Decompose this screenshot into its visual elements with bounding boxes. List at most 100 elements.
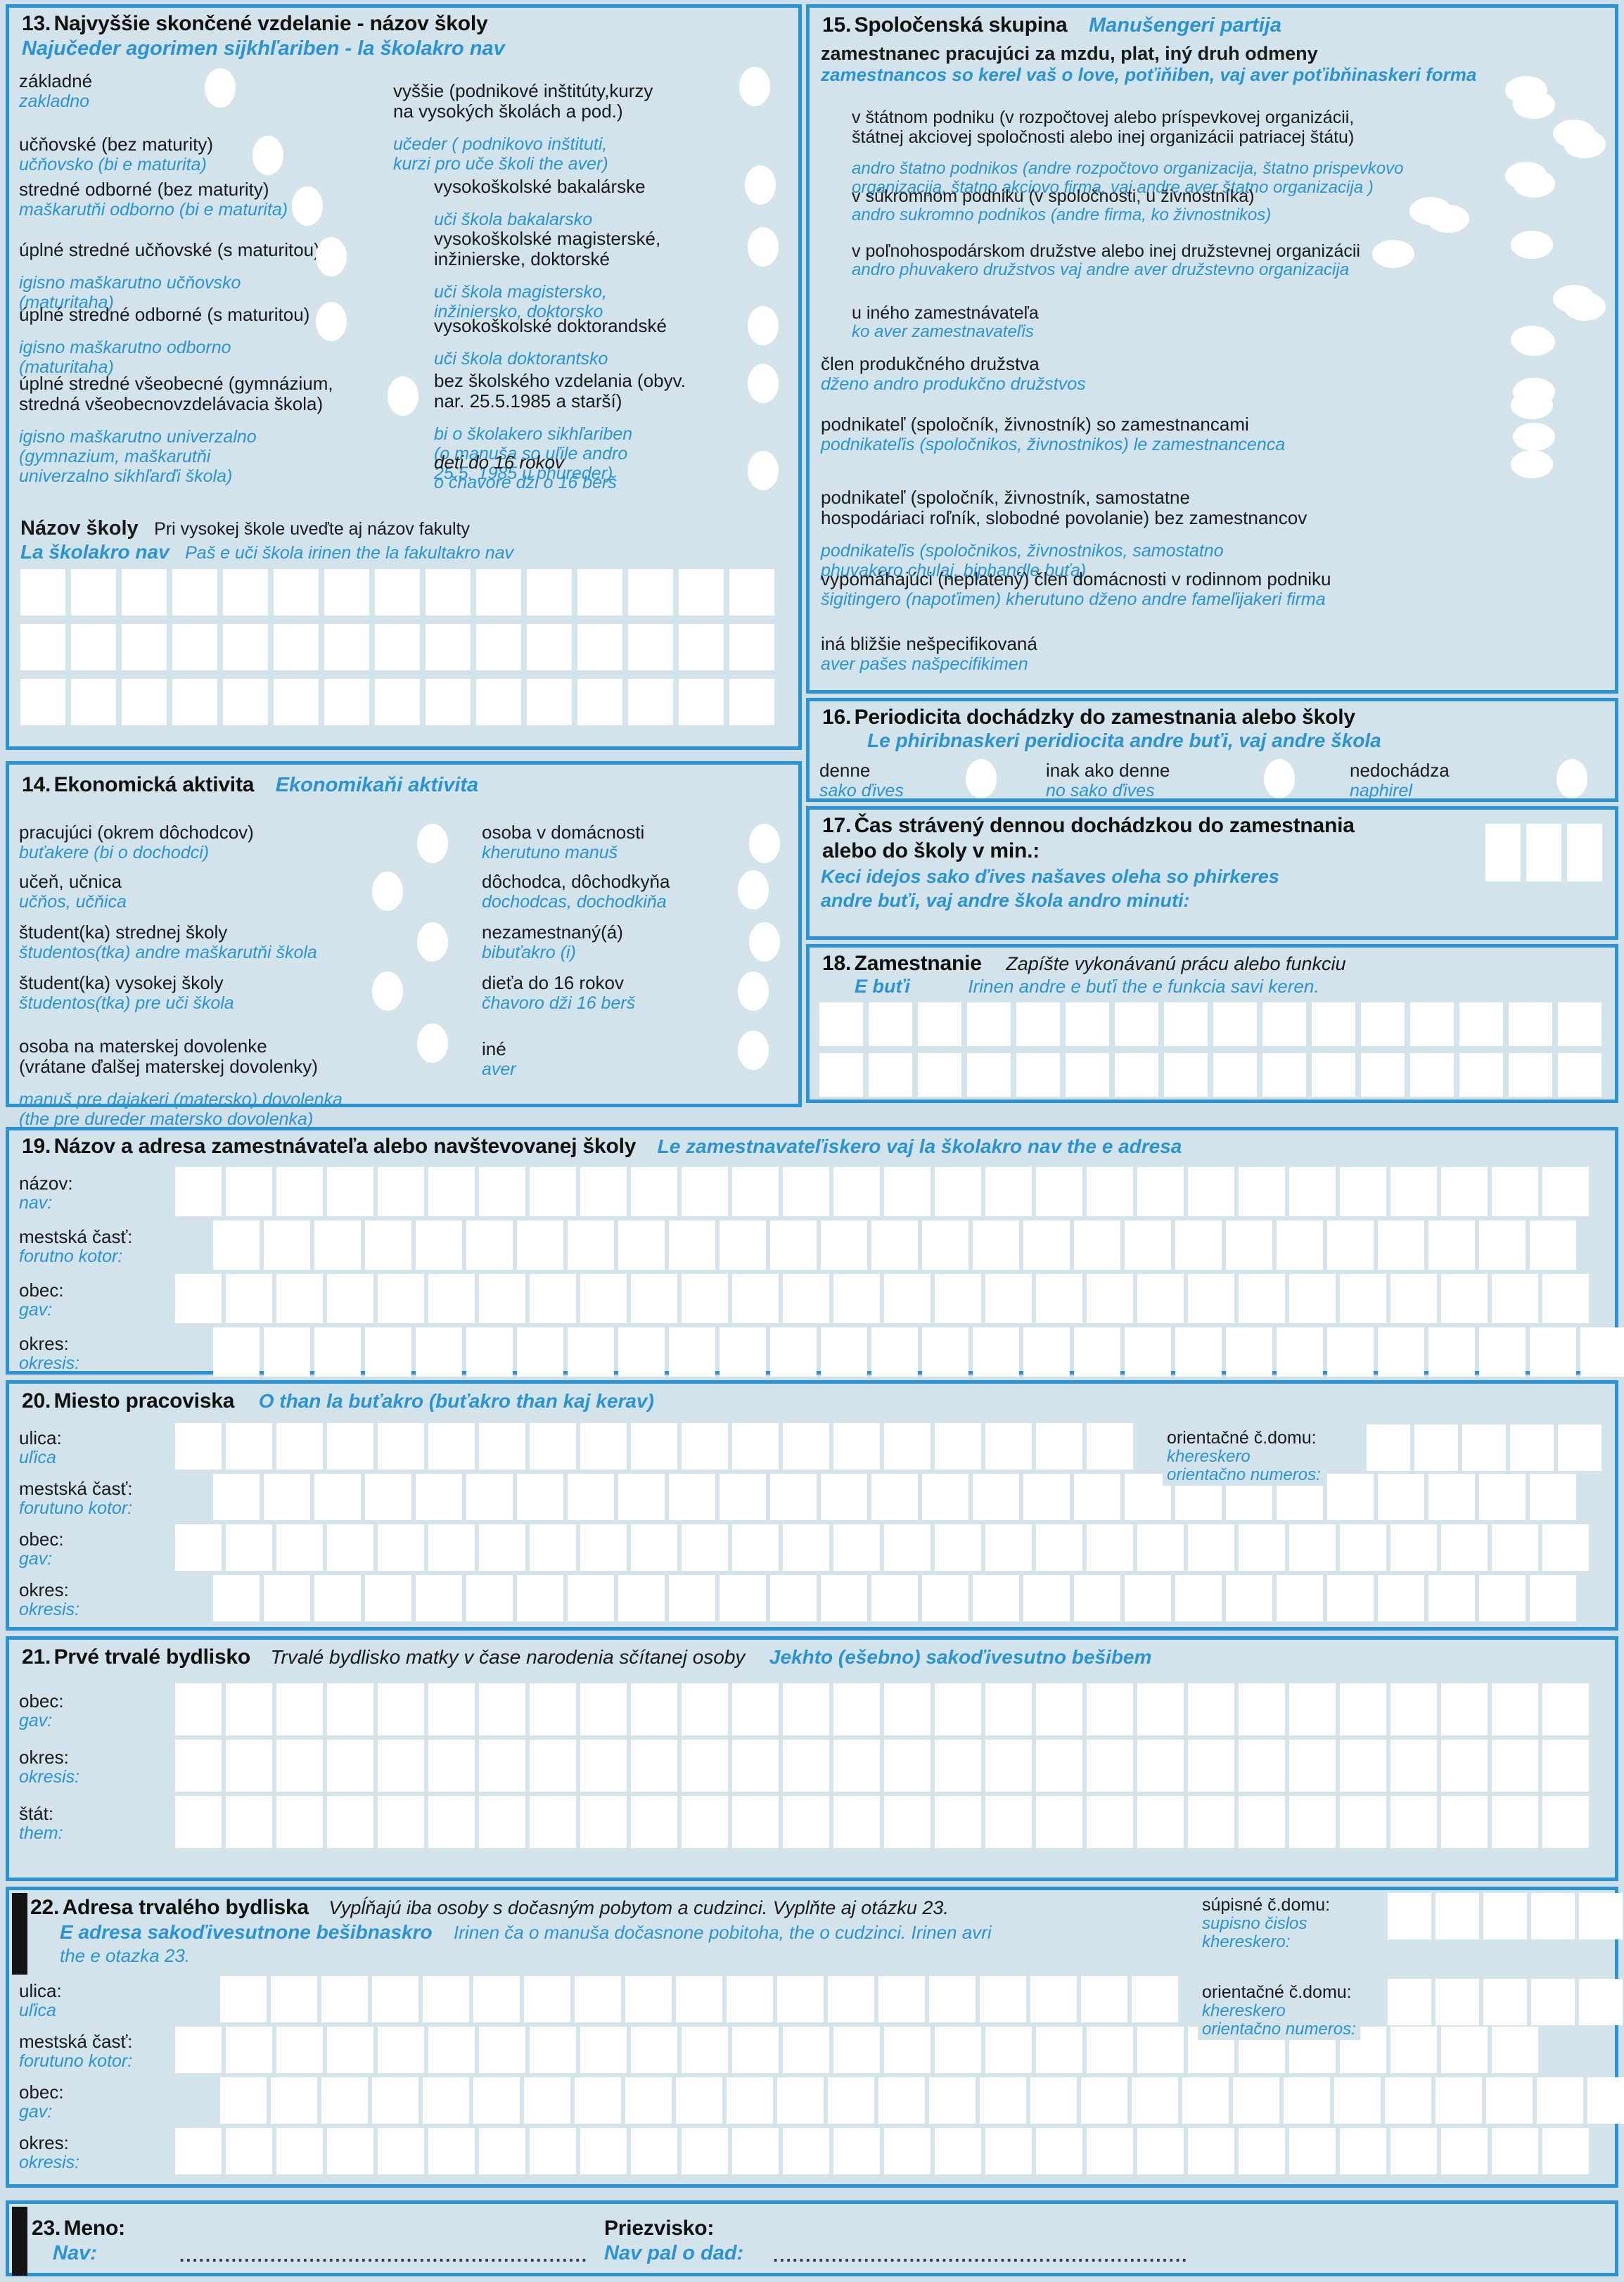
q13-bubble-11[interactable] xyxy=(748,451,779,490)
char-cell[interactable] xyxy=(264,1327,310,1377)
char-cell[interactable] xyxy=(871,1575,918,1621)
char-cell[interactable] xyxy=(1537,2077,1583,2124)
q15-option-podnikatel-zamestnanci[interactable]: podnikateľ (spoločník, živnostník) so za… xyxy=(821,414,1286,455)
char-cell[interactable] xyxy=(378,1423,424,1470)
q14-option-dieta[interactable]: dieťa do 16 rokov čhavoro dži 16 berš xyxy=(482,972,636,1014)
q16-option-inak[interactable]: inak ako denne no sako ďives xyxy=(1046,760,1170,801)
char-cell[interactable] xyxy=(1087,1274,1133,1323)
char-cell[interactable] xyxy=(327,2027,373,2073)
char-cell[interactable] xyxy=(426,569,471,616)
char-cell[interactable] xyxy=(372,1976,418,2022)
char-cell[interactable] xyxy=(833,1524,880,1571)
char-cell[interactable] xyxy=(682,2128,728,2174)
char-cell[interactable] xyxy=(929,1976,976,2022)
char-cell[interactable] xyxy=(878,1976,925,2022)
char-cell[interactable] xyxy=(1137,1683,1184,1735)
char-cell[interactable] xyxy=(1137,1274,1184,1323)
char-cell[interactable] xyxy=(1531,1979,1575,2025)
char-cell[interactable] xyxy=(1340,1274,1386,1323)
q14-bubble-l2[interactable] xyxy=(417,922,448,962)
char-cell[interactable] xyxy=(720,1575,766,1621)
char-cell[interactable] xyxy=(985,2027,1032,2073)
char-cell[interactable] xyxy=(918,1002,961,1046)
char-cell[interactable] xyxy=(1036,1796,1082,1848)
q13-bubble-6[interactable] xyxy=(739,67,770,106)
q13-bubble-3[interactable] xyxy=(316,237,347,276)
char-cell[interactable] xyxy=(1289,2128,1336,2174)
char-cell[interactable] xyxy=(1213,1002,1257,1046)
char-cell[interactable] xyxy=(1137,2128,1184,2174)
char-cell[interactable] xyxy=(1441,1167,1488,1216)
char-cell[interactable] xyxy=(1239,1274,1285,1323)
char-cell[interactable] xyxy=(1175,1575,1222,1621)
char-cell[interactable] xyxy=(1385,2077,1431,2124)
q13-option-vyssie[interactable]: vyššie (podnikové inštitúty,kurzy na vys… xyxy=(393,79,653,174)
char-cell[interactable] xyxy=(580,1167,627,1216)
char-cell[interactable] xyxy=(416,1327,462,1377)
char-cell[interactable] xyxy=(985,1423,1032,1470)
char-cell[interactable] xyxy=(1509,1002,1552,1046)
char-cell[interactable] xyxy=(732,2128,779,2174)
char-cell[interactable] xyxy=(1087,1423,1133,1470)
char-cell[interactable] xyxy=(783,1167,829,1216)
char-cell[interactable] xyxy=(1036,1167,1082,1216)
char-cell[interactable] xyxy=(1459,1002,1503,1046)
q14-option-domacnost[interactable]: osoba v domácnosti kherutuno manuš xyxy=(482,822,645,863)
char-cell[interactable] xyxy=(1087,2027,1133,2073)
q13-bubble-1[interactable] xyxy=(252,136,283,175)
char-cell[interactable] xyxy=(1558,1424,1601,1471)
char-cell[interactable] xyxy=(1492,1167,1538,1216)
char-cell[interactable] xyxy=(226,2128,272,2174)
q15-bubble-podn1[interactable] xyxy=(1553,285,1595,313)
char-cell[interactable] xyxy=(1530,1575,1576,1621)
char-cell[interactable] xyxy=(1492,1796,1538,1848)
char-cell[interactable] xyxy=(1312,1053,1355,1097)
char-cell[interactable] xyxy=(327,1167,373,1216)
char-cell[interactable] xyxy=(530,2128,576,2174)
char-cell[interactable] xyxy=(1441,2027,1488,2073)
char-cell[interactable] xyxy=(1164,1053,1208,1097)
char-cell[interactable] xyxy=(935,1423,981,1470)
char-cell[interactable] xyxy=(1239,1524,1285,1571)
char-cell[interactable] xyxy=(1361,1002,1405,1046)
char-cell[interactable] xyxy=(580,1796,627,1848)
q13-bubble-2[interactable] xyxy=(292,186,323,226)
char-cell[interactable] xyxy=(517,1220,563,1270)
char-cell[interactable] xyxy=(1087,1683,1133,1735)
char-cell[interactable] xyxy=(466,1220,513,1270)
char-cell[interactable] xyxy=(1340,1740,1386,1792)
char-cell[interactable] xyxy=(1233,2077,1279,2124)
char-cell[interactable] xyxy=(1277,1575,1323,1621)
char-cell[interactable] xyxy=(669,1575,715,1621)
char-cell[interactable] xyxy=(428,2027,475,2073)
char-cell[interactable] xyxy=(426,624,471,670)
char-cell[interactable] xyxy=(828,1976,874,2022)
char-cell[interactable] xyxy=(428,1740,475,1792)
char-cell[interactable] xyxy=(1239,1167,1285,1216)
q14-bubble-r3[interactable] xyxy=(738,971,769,1011)
char-cell[interactable] xyxy=(416,1474,462,1520)
char-cell[interactable] xyxy=(732,1274,779,1323)
char-cell[interactable] xyxy=(1441,1524,1488,1571)
char-cell[interactable] xyxy=(669,1220,715,1270)
char-cell[interactable] xyxy=(682,1274,728,1323)
char-cell[interactable] xyxy=(669,1327,715,1377)
char-cell[interactable] xyxy=(732,1167,779,1216)
char-cell[interactable] xyxy=(1030,1976,1077,2022)
char-cell[interactable] xyxy=(314,1327,361,1377)
char-cell[interactable] xyxy=(580,1274,627,1323)
char-cell[interactable] xyxy=(423,1976,469,2022)
char-cell[interactable] xyxy=(220,1976,267,2022)
char-cell[interactable] xyxy=(122,624,167,670)
char-cell[interactable] xyxy=(729,624,774,670)
char-cell[interactable] xyxy=(679,679,724,725)
char-cell[interactable] xyxy=(428,1524,475,1571)
char-cell[interactable] xyxy=(1115,1053,1158,1097)
char-cell[interactable] xyxy=(1036,1683,1082,1735)
q13-option-ucnovske[interactable]: učňovské (bez maturity) učňovsko (bi e m… xyxy=(19,134,213,175)
char-cell[interactable] xyxy=(378,1683,424,1735)
char-cell[interactable] xyxy=(985,1683,1032,1735)
char-cell[interactable] xyxy=(821,1327,867,1377)
char-cell[interactable] xyxy=(416,1575,462,1621)
q15-option-clen-druzstva[interactable]: člen produkčného družstva dženo andro pr… xyxy=(821,353,1086,395)
